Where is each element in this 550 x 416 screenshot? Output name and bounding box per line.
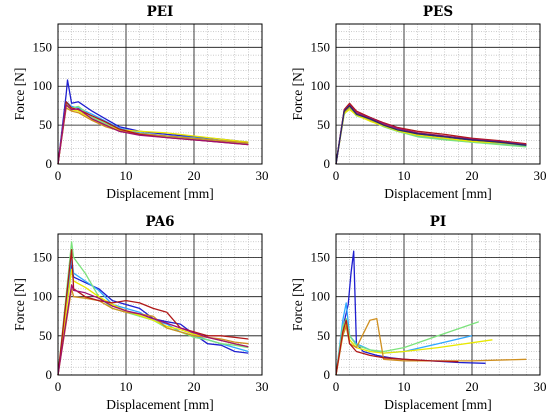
- y-tick-label: 50: [317, 117, 330, 132]
- series-line: [335, 317, 480, 376]
- y-axis-label: Force [N]: [290, 68, 305, 121]
- y-tick-label: 50: [39, 328, 52, 343]
- y-tick-label: 150: [33, 250, 53, 265]
- series-line: [335, 302, 473, 376]
- series-line: [335, 105, 527, 165]
- x-tick-label: 30: [534, 379, 547, 394]
- plot-frame: [335, 23, 541, 165]
- x-tick-label: 10: [398, 379, 411, 394]
- x-axis-label: Displacement [mm]: [384, 397, 492, 412]
- plot-frame: [335, 233, 541, 376]
- x-tick-label: 10: [120, 379, 133, 394]
- chart-panel-pi: 0 10 20 30 0 50 100 150 PI Displacement [mm] Force…: [290, 214, 547, 412]
- series-line: [335, 250, 486, 376]
- y-tick-label: 50: [317, 328, 330, 343]
- chart-panel-pes: 0 10 20 30 0 50 100 150 PES Displacement [mm] Forc…: [290, 4, 547, 201]
- x-tick-label: 30: [256, 379, 269, 394]
- y-tick-label: 150: [311, 39, 331, 54]
- y-tick-label: 100: [33, 289, 53, 304]
- x-tick-label: 30: [256, 168, 269, 183]
- series-line: [335, 108, 527, 165]
- plot-frame: [57, 23, 263, 165]
- y-tick-label: 150: [311, 250, 331, 265]
- series-line: [57, 249, 249, 376]
- y-tick-label: 100: [311, 78, 331, 93]
- y-axis-label: Force [N]: [12, 278, 27, 331]
- y-tick-label: 0: [46, 156, 53, 171]
- chart-panel-pei: 0 10 20 30 0 50 100 150 PEI Displacement [mm] Forc…: [12, 4, 269, 201]
- x-tick-label: 0: [55, 168, 62, 183]
- y-tick-label: 50: [39, 117, 52, 132]
- x-axis-label: Displacement [mm]: [106, 186, 214, 201]
- series-group: [57, 241, 249, 376]
- x-tick-label: 20: [188, 379, 201, 394]
- plot-frame: [57, 233, 263, 376]
- series-line: [57, 284, 249, 376]
- minor-grid: [57, 233, 263, 376]
- y-tick-label: 0: [324, 367, 331, 382]
- series-group: [335, 250, 527, 376]
- chart-title: PI: [430, 214, 446, 230]
- series-line: [57, 104, 249, 165]
- x-tick-label: 0: [333, 379, 340, 394]
- x-tick-label: 0: [55, 379, 62, 394]
- x-tick-label: 20: [466, 168, 479, 183]
- y-axis-label: Force [N]: [290, 278, 305, 331]
- x-tick-label: 0: [333, 168, 340, 183]
- y-tick-label: 100: [33, 78, 53, 93]
- y-tick-label: 100: [311, 289, 331, 304]
- y-tick-label: 0: [324, 156, 331, 171]
- series-line: [335, 107, 527, 165]
- series-line: [335, 319, 459, 376]
- x-tick-label: 10: [398, 168, 411, 183]
- chart-panel-pa6: 0 10 20 30 0 50 100 150 PA6 Displacement [mm] Forc…: [12, 214, 269, 412]
- x-tick-label: 20: [188, 168, 201, 183]
- chart-title: PEI: [147, 4, 174, 20]
- x-tick-label: 30: [534, 168, 547, 183]
- series-group: [57, 79, 249, 165]
- chart-title: PA6: [145, 214, 174, 230]
- series-group: [335, 102, 527, 165]
- chart-title: PES: [423, 4, 453, 20]
- series-line: [57, 288, 249, 376]
- series-line: [335, 104, 527, 165]
- y-tick-label: 150: [33, 39, 53, 54]
- y-axis-label: Force [N]: [12, 68, 27, 121]
- x-tick-label: 20: [466, 379, 479, 394]
- x-axis-label: Displacement [mm]: [384, 186, 492, 201]
- series-line: [57, 79, 249, 165]
- series-line: [57, 264, 249, 376]
- x-axis-label: Displacement [mm]: [106, 397, 214, 412]
- series-line: [335, 102, 527, 165]
- x-tick-label: 10: [120, 168, 133, 183]
- y-tick-label: 0: [46, 367, 53, 382]
